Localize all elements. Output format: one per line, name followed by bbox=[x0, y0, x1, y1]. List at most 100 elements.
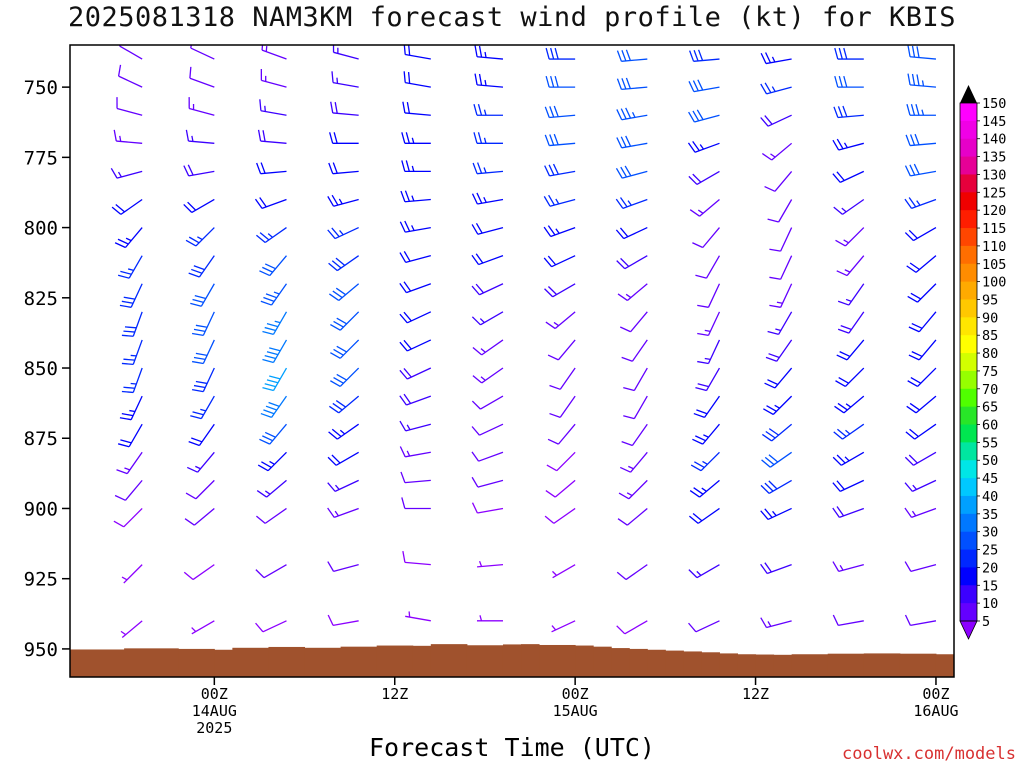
wind-barb bbox=[687, 140, 720, 153]
x-tick-label: 00Z bbox=[562, 685, 589, 703]
wind-barb bbox=[121, 339, 143, 366]
wind-barb bbox=[328, 255, 360, 272]
wind-barb bbox=[618, 479, 648, 500]
wind-barb bbox=[763, 395, 793, 416]
wind-barb bbox=[119, 283, 143, 308]
wind-barb bbox=[110, 167, 143, 179]
wind-barb bbox=[331, 71, 359, 88]
wind-barb bbox=[767, 199, 793, 223]
wind-barb bbox=[472, 162, 504, 175]
terrain-segment bbox=[430, 644, 468, 677]
wind-barb bbox=[835, 227, 865, 247]
wind-barb bbox=[70, 396, 71, 399]
wind-barb bbox=[117, 64, 143, 88]
wind-barb bbox=[769, 227, 793, 252]
y-tick-label: 925 bbox=[24, 569, 58, 591]
wind-barb bbox=[262, 311, 288, 335]
wind-barb bbox=[191, 311, 215, 337]
terrain-segment bbox=[412, 645, 432, 677]
wind-barb bbox=[760, 82, 792, 95]
wind-barb bbox=[183, 564, 215, 581]
wind-barb bbox=[545, 75, 576, 88]
wind-barb bbox=[544, 133, 576, 147]
colorbar-label: 90 bbox=[982, 310, 998, 326]
x-axis-label: Forecast Time (UTC) bbox=[369, 733, 655, 762]
wind-barb bbox=[401, 132, 431, 144]
wind-barb bbox=[70, 199, 71, 201]
terrain-segment bbox=[611, 648, 630, 677]
wind-barb bbox=[906, 104, 936, 116]
colorbar-label: 120 bbox=[982, 203, 1006, 219]
wind-barb bbox=[473, 132, 503, 144]
wind-barb bbox=[472, 367, 504, 384]
wind-barb bbox=[113, 508, 143, 528]
wind-barb bbox=[549, 367, 576, 390]
wind-barb bbox=[615, 226, 648, 240]
colorbar-label: 75 bbox=[982, 364, 998, 380]
wind-barb bbox=[692, 423, 720, 445]
wind-barb bbox=[543, 225, 576, 238]
colorbar-label: 10 bbox=[982, 596, 998, 612]
wind-barb bbox=[904, 163, 937, 177]
wind-barb bbox=[399, 420, 431, 432]
wind-barb bbox=[552, 564, 576, 579]
wind-barb bbox=[623, 367, 648, 392]
wind-barb bbox=[400, 471, 431, 484]
wind-barb bbox=[256, 227, 287, 244]
chart-title: 2025081318 NAM3KM forecast wind profile … bbox=[67, 2, 957, 33]
wind-barb bbox=[70, 311, 71, 315]
wind-barb bbox=[327, 507, 359, 518]
colorbar-label: 80 bbox=[982, 346, 998, 362]
wind-barb bbox=[185, 227, 215, 247]
x-tick-label: 00Z bbox=[201, 685, 228, 703]
colorbar-label: 125 bbox=[982, 185, 1006, 201]
wind-barb bbox=[119, 45, 143, 60]
wind-barb bbox=[260, 395, 288, 419]
y-tick-label: 800 bbox=[24, 218, 58, 240]
wind-barb bbox=[472, 339, 504, 356]
wind-barb bbox=[616, 135, 648, 149]
wind-barb bbox=[689, 479, 720, 498]
wind-barb bbox=[690, 451, 720, 472]
wind-barb bbox=[186, 451, 215, 473]
colorbar-swatch bbox=[960, 299, 977, 318]
wind-barb bbox=[689, 49, 720, 62]
wind-barb bbox=[904, 614, 937, 626]
wind-barb bbox=[117, 255, 143, 279]
colorbar-label: 100 bbox=[982, 275, 1006, 291]
wind-barb bbox=[327, 614, 359, 626]
terrain-segment bbox=[701, 652, 720, 677]
wind-barb bbox=[904, 479, 937, 492]
colorbar-swatch bbox=[960, 460, 977, 479]
colorbar-swatch bbox=[960, 478, 977, 497]
wind-barb bbox=[769, 255, 793, 280]
credit-text: coolwx.com/models bbox=[842, 744, 1016, 764]
wind-barb bbox=[616, 620, 648, 635]
terrain-segment bbox=[737, 654, 757, 677]
colorbar-label: 30 bbox=[982, 525, 998, 541]
wind-barb bbox=[764, 367, 793, 389]
wind-barb bbox=[120, 620, 143, 639]
wind-barb bbox=[760, 617, 792, 629]
terrain-segment bbox=[665, 650, 684, 677]
colorbar-swatch bbox=[960, 281, 977, 300]
colorbar-label: 150 bbox=[982, 96, 1006, 112]
colorbar-frame bbox=[959, 102, 978, 622]
colorbar-label: 110 bbox=[982, 239, 1006, 255]
colorbar-label: 35 bbox=[982, 507, 998, 523]
colorbar-swatch bbox=[960, 424, 977, 443]
wind-barb bbox=[399, 311, 432, 324]
wind-barb bbox=[70, 58, 71, 60]
colorbar-swatch bbox=[960, 156, 977, 175]
wind-barb bbox=[471, 253, 504, 266]
wind-barb bbox=[549, 395, 576, 419]
wind-barb bbox=[189, 66, 215, 88]
wind-barb bbox=[41, 132, 70, 143]
wind-barb bbox=[904, 561, 937, 573]
terrain-segment bbox=[304, 647, 342, 677]
colorbar-swatch bbox=[960, 228, 977, 247]
wind-barb bbox=[260, 68, 287, 88]
terrain-segment bbox=[791, 654, 829, 677]
x-tick-label: 16AUG bbox=[913, 702, 958, 720]
